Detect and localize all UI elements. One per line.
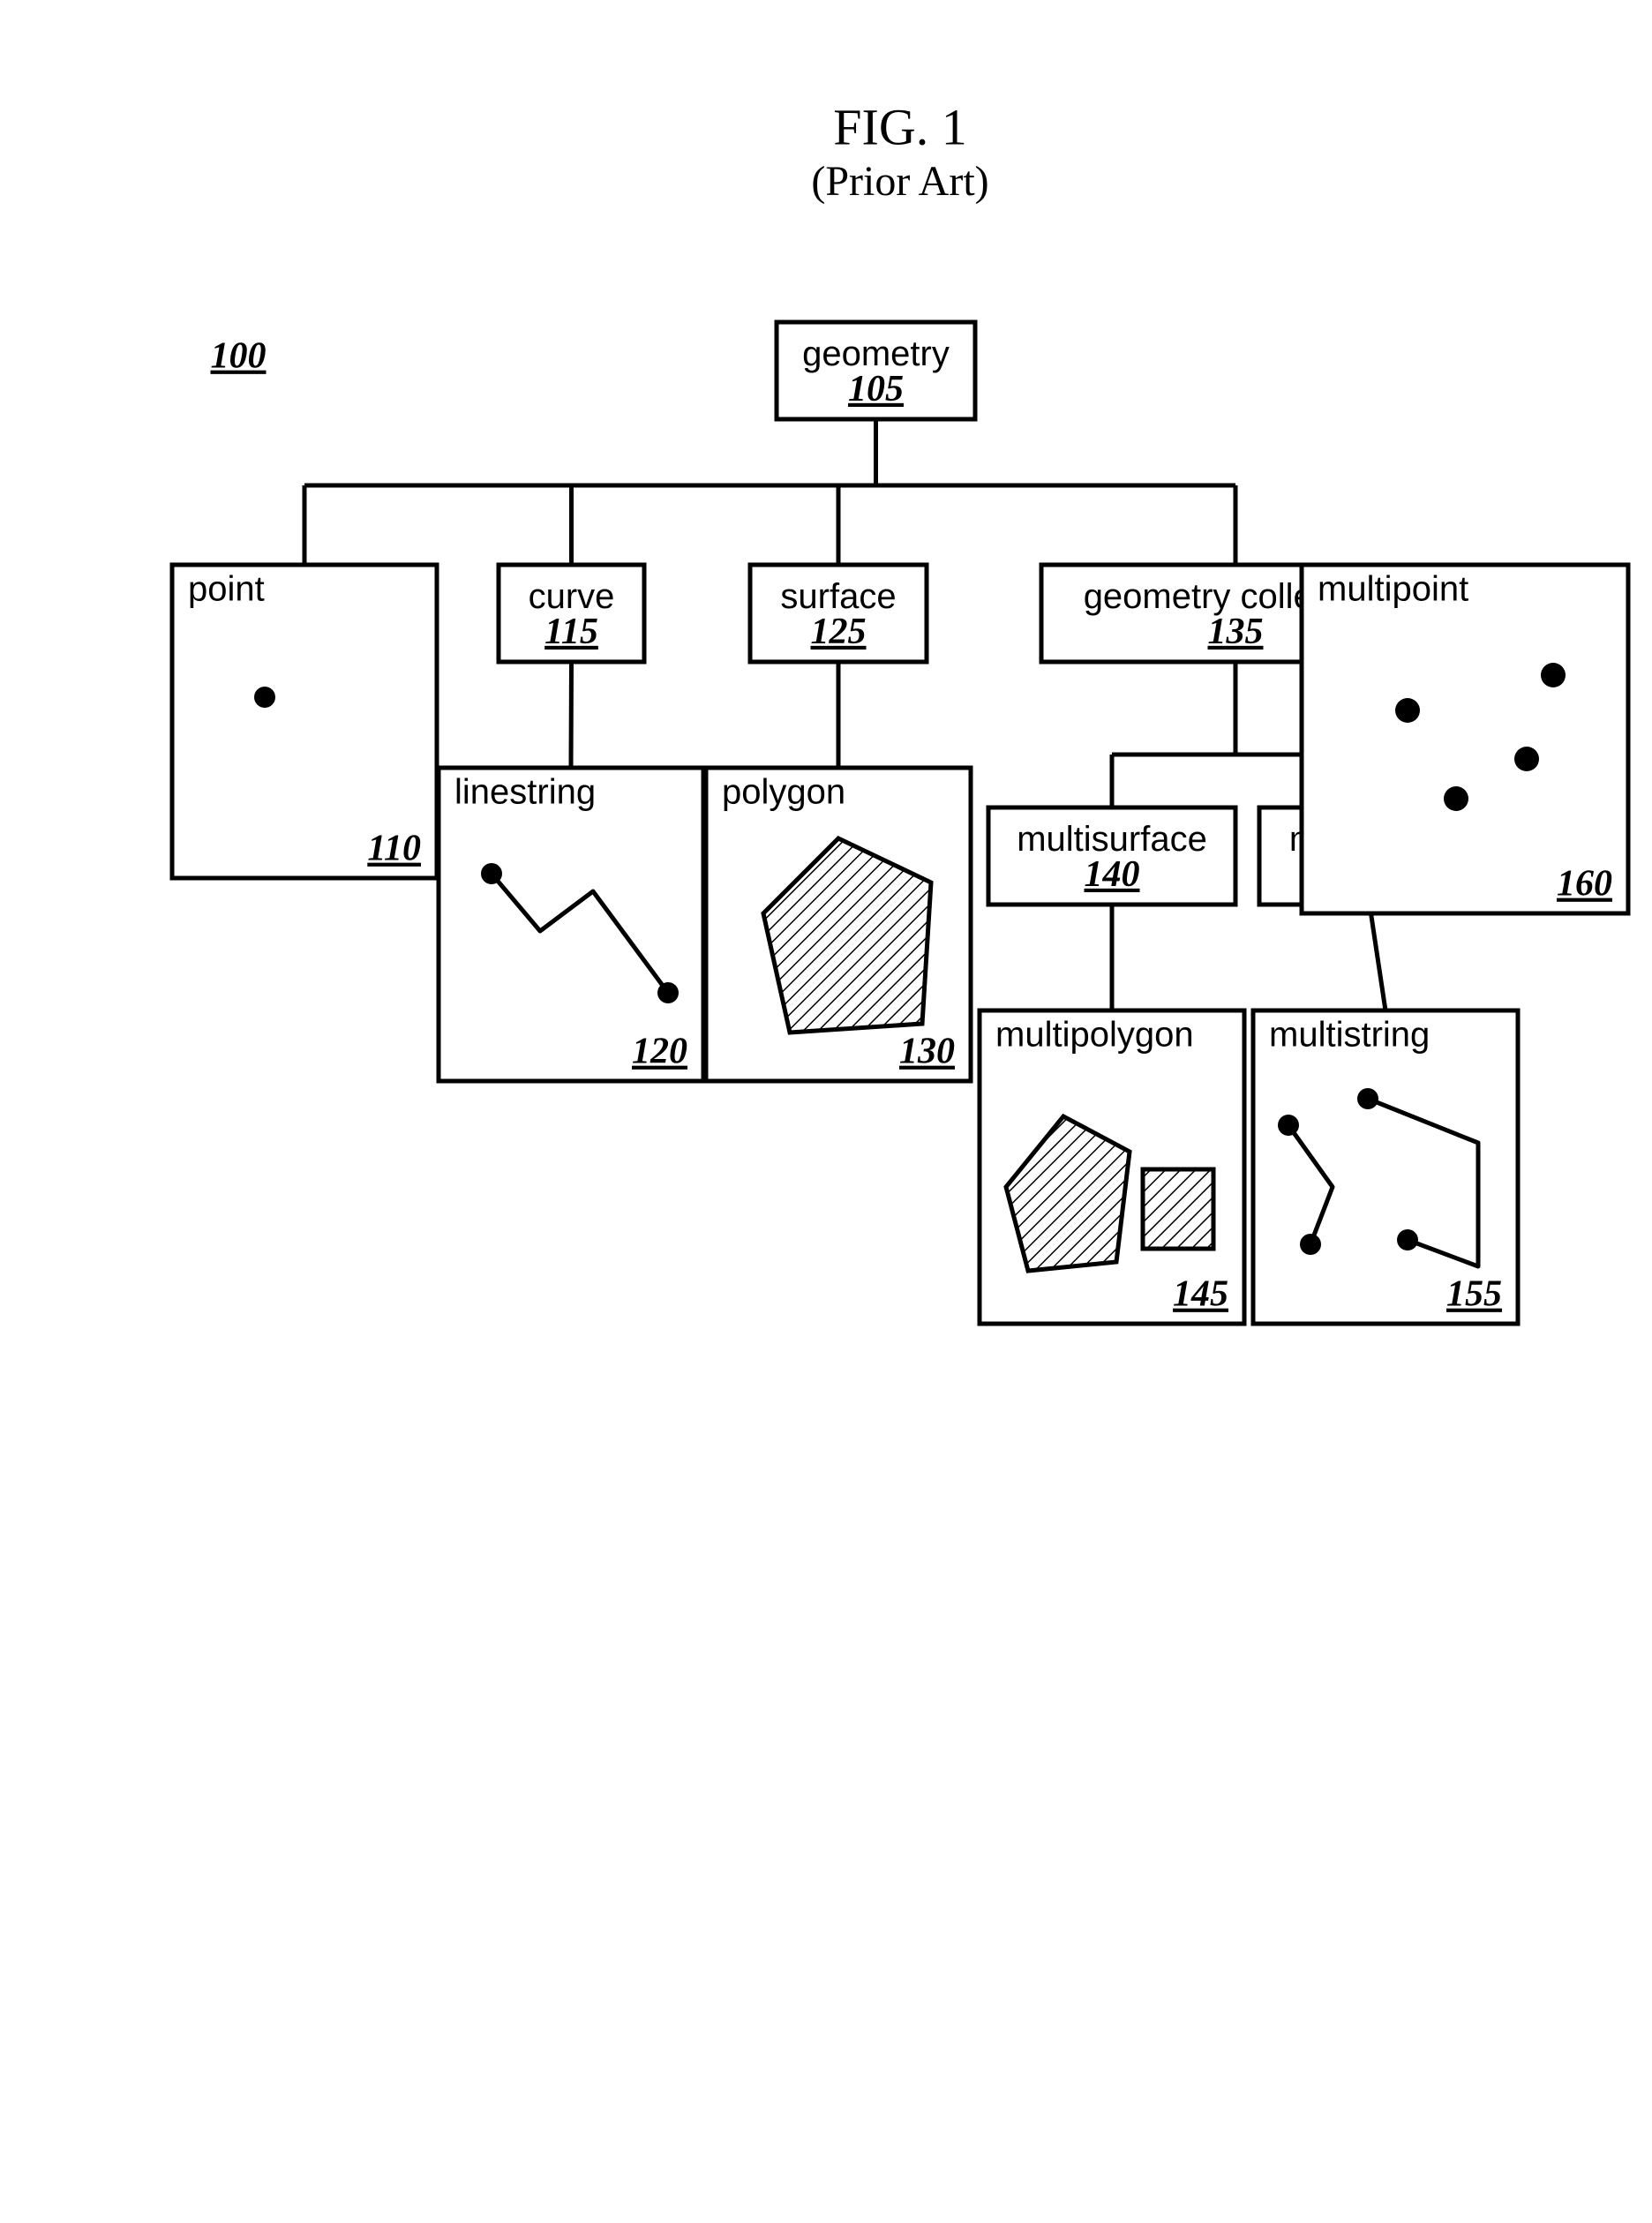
node-multistring: multistring 155 (1253, 1010, 1518, 1324)
svg-text:130: 130 (899, 1032, 955, 1072)
svg-text:115: 115 (544, 612, 598, 652)
svg-text:140: 140 (1085, 854, 1140, 895)
point-glyph (254, 687, 275, 708)
node-multipoint: multipoint 160 (1302, 565, 1628, 913)
svg-text:100: 100 (211, 336, 267, 377)
svg-text:145: 145 (1173, 1274, 1228, 1315)
svg-text:155: 155 (1446, 1274, 1502, 1315)
svg-text:linestring: linestring (454, 773, 596, 812)
svg-text:polygon: polygon (722, 773, 845, 812)
svg-text:geometry: geometry (802, 334, 950, 373)
svg-text:multipoint: multipoint (1318, 570, 1468, 609)
svg-text:110: 110 (367, 829, 421, 869)
svg-text:point: point (188, 570, 265, 609)
node-point: point 110 (172, 565, 437, 878)
svg-text:curve: curve (529, 577, 615, 616)
svg-text:surface: surface (780, 577, 896, 616)
svg-text:105: 105 (848, 369, 904, 409)
node-multisurface: multisurface140 (988, 807, 1235, 905)
svg-text:135: 135 (1208, 612, 1264, 652)
svg-text:(Prior Art): (Prior Art) (811, 158, 988, 205)
node-curve: curve115 (499, 565, 644, 662)
svg-text:multistring: multistring (1269, 1016, 1430, 1055)
svg-text:160: 160 (1557, 864, 1612, 905)
svg-text:125: 125 (811, 612, 867, 652)
svg-text:multipolygon: multipolygon (995, 1016, 1194, 1055)
node-geometry: geometry105 (777, 322, 975, 419)
node-surface: surface125 (750, 565, 927, 662)
svg-text:120: 120 (632, 1032, 687, 1072)
node-polygon: polygon 130 (706, 768, 971, 1081)
node-linestring: linestring 120 (439, 768, 703, 1081)
svg-text:multisurface: multisurface (1017, 820, 1207, 859)
svg-text:FIG. 1: FIG. 1 (833, 98, 966, 155)
node-multipolygon: multipolygon 145 (980, 1010, 1244, 1324)
